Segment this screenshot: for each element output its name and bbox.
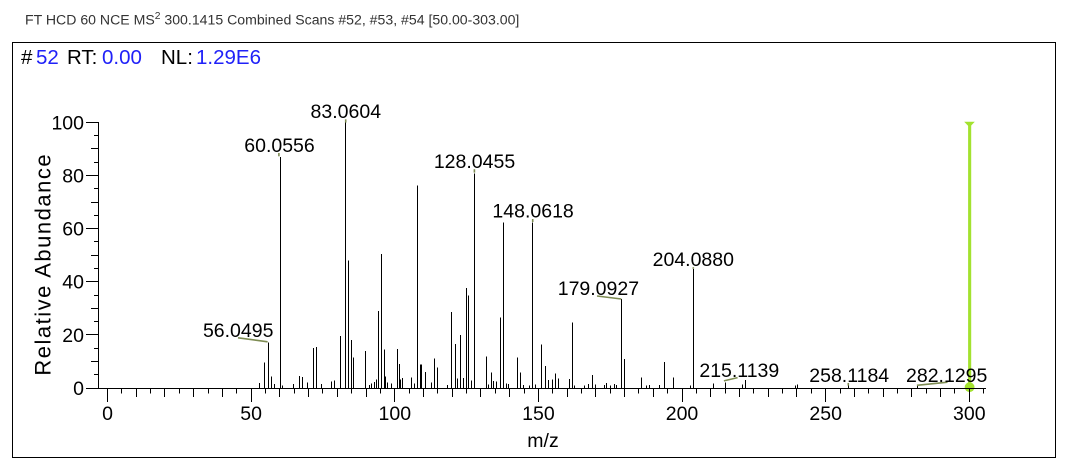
svg-text:40: 40 (62, 272, 84, 294)
svg-text:80: 80 (62, 165, 84, 187)
svg-text:m/z: m/z (527, 430, 558, 452)
svg-text:50: 50 (240, 403, 262, 425)
svg-text:148.0618: 148.0618 (492, 201, 573, 223)
svg-text:300: 300 (953, 403, 986, 425)
svg-text:20: 20 (62, 325, 84, 347)
svg-text:150: 150 (522, 403, 555, 425)
svg-text:100: 100 (379, 403, 412, 425)
svg-text:Relative Abundance: Relative Abundance (31, 153, 56, 376)
svg-text:0: 0 (73, 378, 84, 400)
svg-text:258.1184: 258.1184 (809, 365, 889, 387)
svg-text:215.1139: 215.1139 (699, 360, 779, 382)
svg-text:179.0927: 179.0927 (558, 278, 639, 300)
svg-text:200: 200 (666, 403, 699, 425)
svg-text:204.0880: 204.0880 (653, 249, 734, 271)
svg-text:56.0495: 56.0495 (203, 320, 274, 342)
svg-text:0: 0 (102, 403, 113, 425)
svg-text:83.0604: 83.0604 (311, 101, 382, 123)
svg-text:282.1295: 282.1295 (906, 365, 987, 387)
svg-text:100: 100 (51, 112, 84, 134)
svg-text:250: 250 (809, 403, 842, 425)
svg-text:60: 60 (62, 219, 84, 241)
svg-text:60.0556: 60.0556 (244, 135, 315, 157)
svg-text:128.0455: 128.0455 (434, 151, 515, 173)
